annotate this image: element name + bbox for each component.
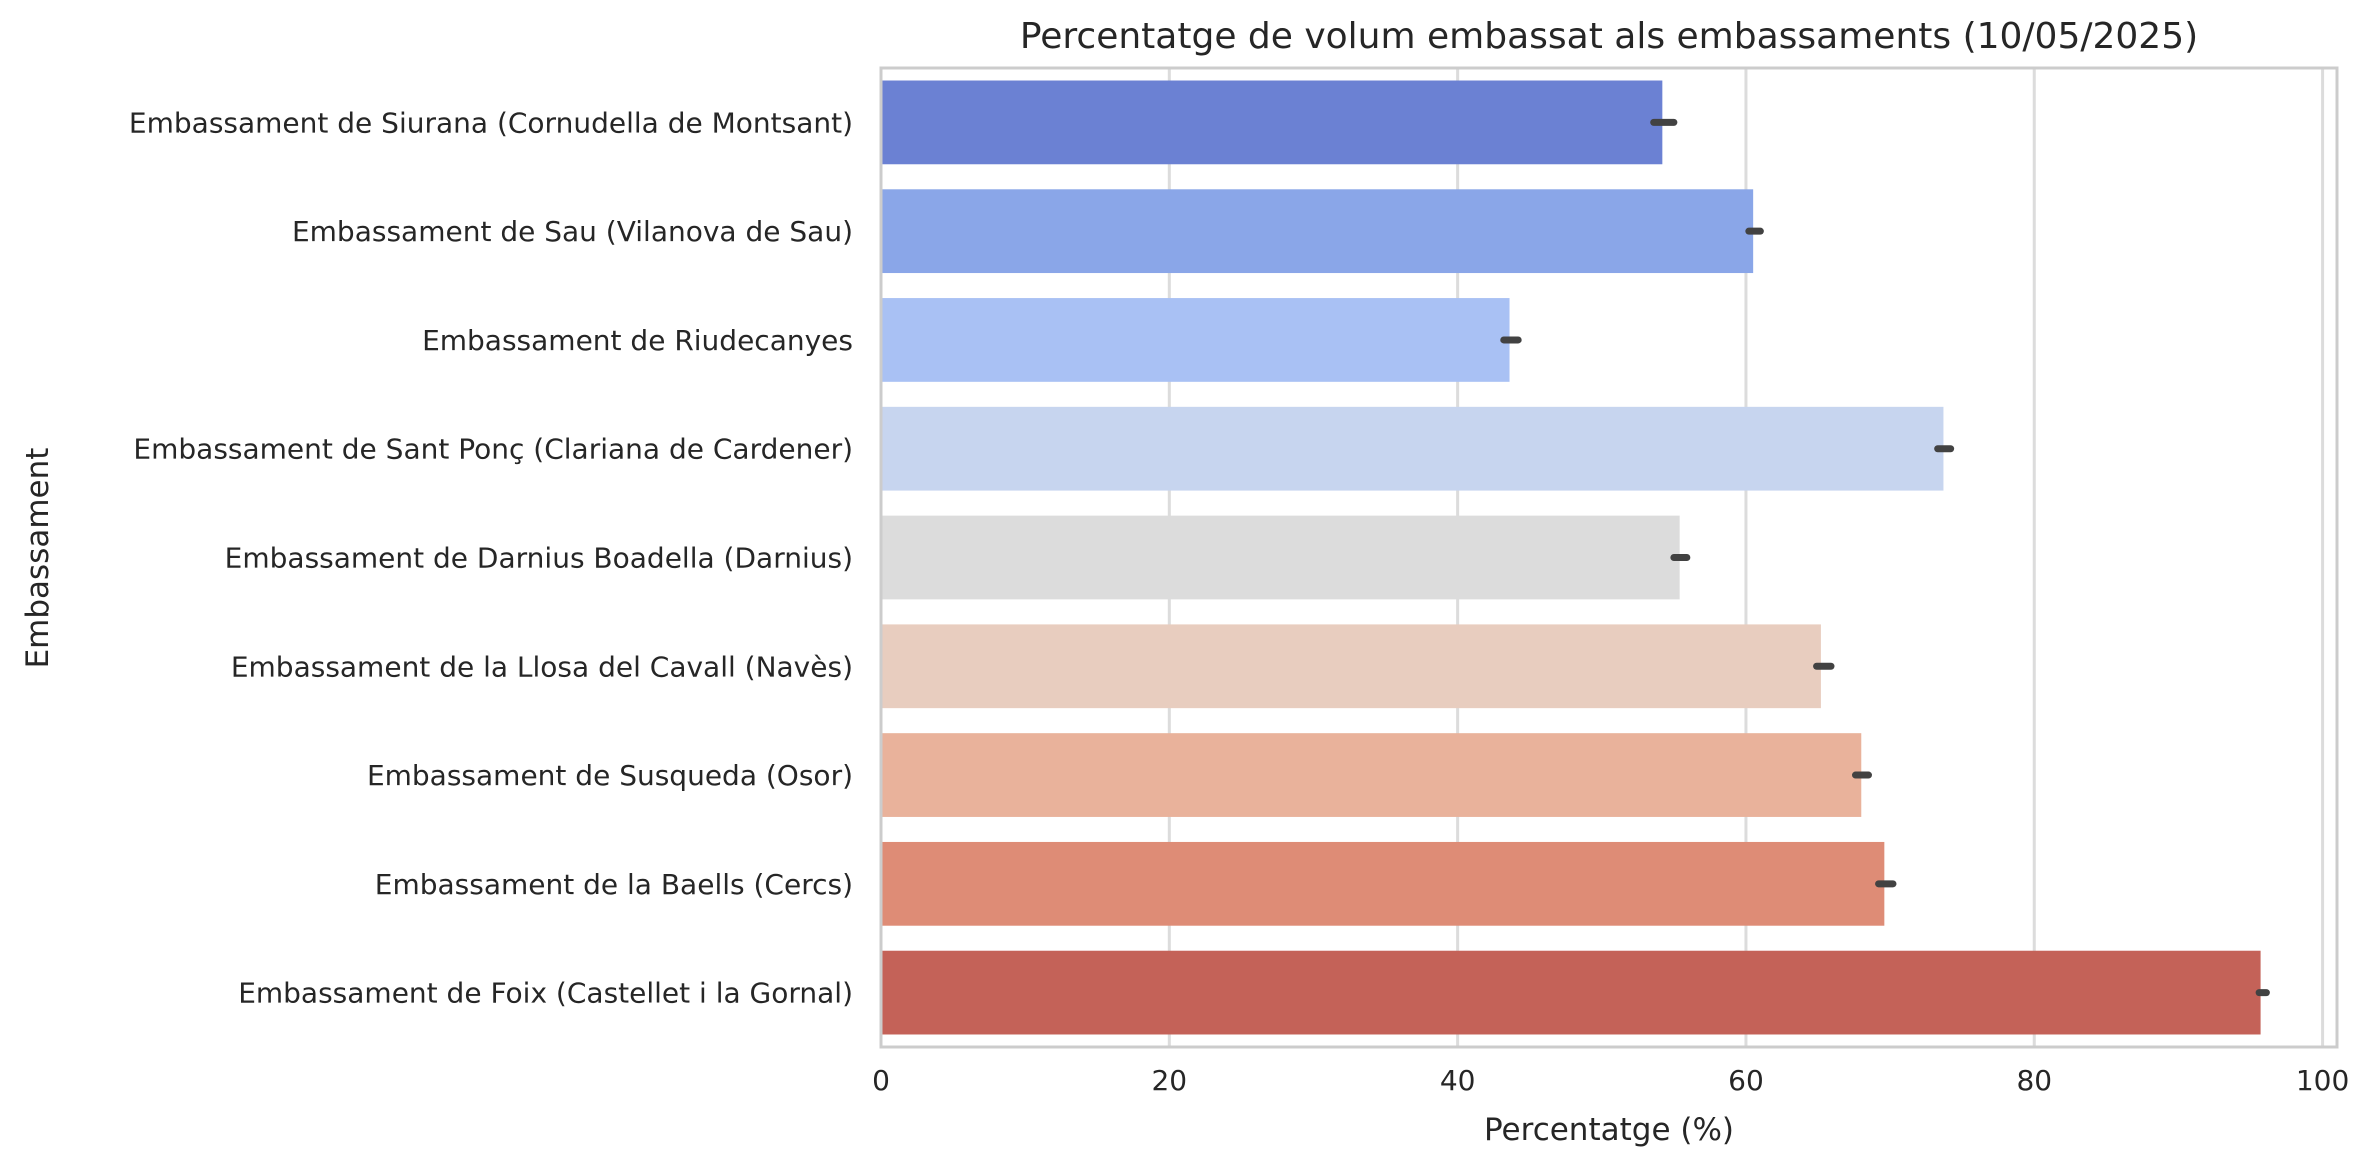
x-axis-label: Percentatge (%): [1484, 1112, 1734, 1148]
bar: [881, 624, 1821, 709]
x-tick-label: 0: [872, 1064, 890, 1097]
bars: [881, 80, 2261, 1035]
x-tick-label: 40: [1440, 1064, 1476, 1097]
y-tick-label: Embassament de Foix (Castellet i la Gorn…: [238, 977, 853, 1010]
x-tick-labels: 0 20 40 60 80 100: [872, 1064, 2349, 1097]
bar: [881, 950, 2261, 1035]
chart-title: Percentatge de volum embassat als embass…: [1020, 16, 2198, 57]
bar: [881, 406, 1944, 491]
y-tick-label: Embassament de Sant Ponç (Clariana de Ca…: [133, 433, 853, 466]
x-tick-label: 80: [2016, 1064, 2052, 1097]
y-tick-label: Embassament de Sau (Vilanova de Sau): [292, 215, 853, 248]
bar: [881, 189, 1754, 274]
bar: [881, 841, 1885, 926]
bar: [881, 733, 1862, 817]
x-tick-label: 100: [2296, 1064, 2349, 1097]
bar: [881, 298, 1510, 382]
bar: [881, 515, 1680, 600]
bar: [881, 80, 1663, 165]
y-tick-label: Embassament de la Llosa del Cavall (Navè…: [231, 650, 853, 683]
plot-frame: [879, 66, 2339, 1049]
y-tick-label: Embassament de Siurana (Cornudella de Mo…: [129, 106, 853, 139]
y-axis-label: Embassament: [20, 448, 56, 669]
y-tick-label: Embassament de Darnius Boadella (Darnius…: [225, 542, 853, 575]
error-bars: [1500, 118, 2270, 997]
y-tick-label: Embassament de Susqueda (Osor): [367, 759, 853, 792]
x-tick-label: 20: [1151, 1064, 1187, 1097]
y-tick-label: Embassament de Riudecanyes: [422, 324, 853, 357]
y-tick-labels: Embassament de Siurana (Cornudella de Mo…: [129, 106, 853, 1009]
x-tick-label: 60: [1728, 1064, 1764, 1097]
y-tick-label: Embassament de la Baells (Cercs): [375, 868, 853, 901]
